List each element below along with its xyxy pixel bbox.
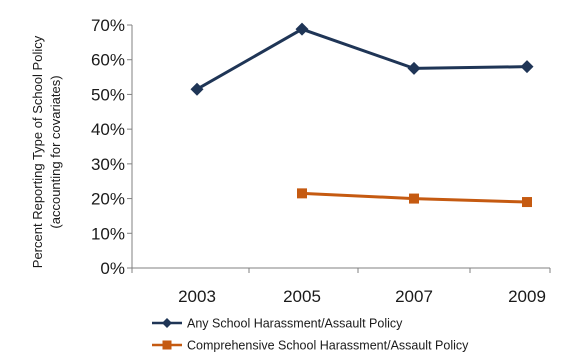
x-tick-label: 2005 bbox=[283, 287, 321, 306]
legend-label: Comprehensive School Harassment/Assault … bbox=[187, 339, 469, 353]
x-tick-label: 2003 bbox=[178, 287, 216, 306]
data-point-marker bbox=[295, 22, 309, 36]
x-tick-label: 2007 bbox=[395, 287, 433, 306]
plot-series bbox=[190, 22, 534, 208]
legend-label: Any School Harassment/Assault Policy bbox=[187, 317, 403, 331]
y-tick-label: 40% bbox=[91, 120, 125, 139]
legend-item: Comprehensive School Harassment/Assault … bbox=[152, 339, 469, 353]
y-tick-label: 10% bbox=[91, 224, 125, 243]
data-point-marker bbox=[190, 82, 204, 96]
y-axis-label-line2: (accounting for covariates) bbox=[48, 75, 63, 228]
series-1 bbox=[190, 22, 534, 96]
data-point-marker bbox=[407, 61, 421, 75]
y-tick-label: 0% bbox=[100, 259, 125, 278]
legend-marker bbox=[162, 340, 172, 350]
data-point-marker bbox=[409, 193, 419, 204]
legend: Any School Harassment/Assault Policy Comp… bbox=[152, 317, 469, 353]
series-line bbox=[196, 27, 528, 91]
y-axis: 0% 10% 20% 30% 40% 50% 60% 70% bbox=[91, 16, 133, 278]
legend-marker bbox=[162, 318, 172, 328]
y-tick-label: 60% bbox=[91, 51, 125, 70]
y-tick-label: 30% bbox=[91, 155, 125, 174]
series-2 bbox=[297, 188, 532, 208]
legend-item: Any School Harassment/Assault Policy bbox=[152, 317, 403, 331]
data-point-marker bbox=[297, 188, 307, 199]
y-tick-label: 20% bbox=[91, 190, 125, 209]
x-axis: 2003 2005 2007 2009 bbox=[131, 267, 551, 306]
y-axis-label-line1: Percent Reporting Type of School Policy bbox=[30, 35, 45, 268]
data-point-marker bbox=[520, 60, 534, 74]
y-tick-label: 70% bbox=[91, 16, 125, 35]
data-point-marker bbox=[522, 197, 532, 208]
x-tick-label: 2009 bbox=[508, 287, 546, 306]
y-tick-label: 50% bbox=[91, 85, 125, 104]
